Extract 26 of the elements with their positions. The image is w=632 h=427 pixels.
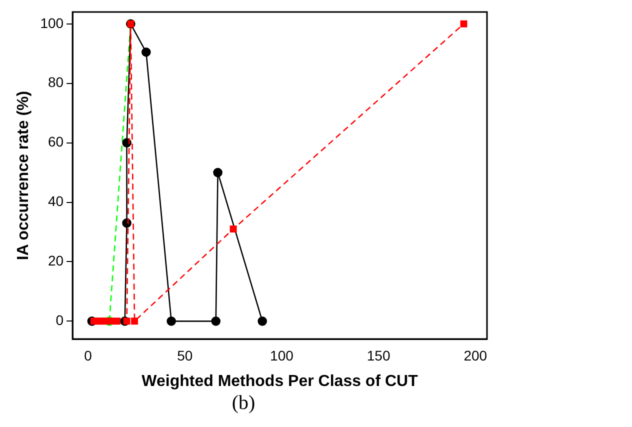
- y-axis-title: IA occurrence rate (%): [15, 90, 32, 260]
- point: [114, 318, 121, 325]
- point: [460, 20, 468, 28]
- text: (b): [230, 392, 256, 415]
- point: [166, 316, 176, 326]
- x-axis-title: Weighted Methods Per Class of CUT: [142, 372, 418, 390]
- x-tick-label: 150: [366, 347, 390, 364]
- point: [131, 318, 138, 325]
- y-tick-label: 100: [40, 14, 64, 31]
- y-tick-label: 40: [48, 193, 64, 210]
- point: [102, 318, 109, 325]
- x-tick-label: 50: [177, 347, 193, 364]
- y-tick-label: 60: [48, 134, 64, 150]
- y-tick-label: 80: [48, 74, 64, 90]
- x-tick-label: 100: [270, 347, 294, 364]
- x-tick-label: 200: [464, 347, 488, 364]
- y-tick-label: 0: [56, 312, 64, 328]
- point: [123, 318, 130, 325]
- point: [213, 168, 222, 178]
- point: [122, 218, 132, 228]
- x-tick-label: 0: [84, 347, 92, 364]
- point: [258, 316, 267, 326]
- point: [230, 226, 237, 232]
- point: [211, 316, 221, 326]
- y-tick-label: 20: [48, 252, 64, 269]
- point: [142, 47, 151, 57]
